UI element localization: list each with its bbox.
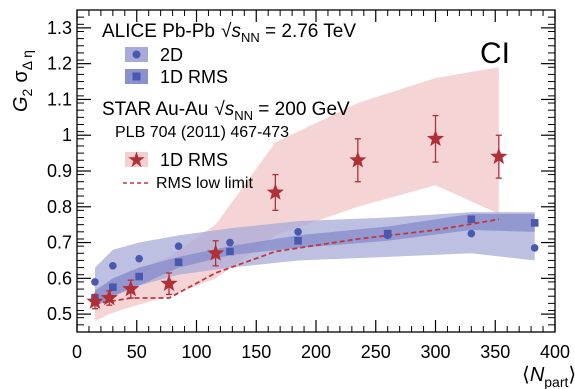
y-tick-label: 0.8 [47,197,72,217]
point-star-1d-rms [490,147,508,164]
point-1d-rms [174,258,183,267]
y-axis-sigma-sub: Δ η [19,50,35,70]
point-2d [109,262,117,270]
point-star-1d-rms [426,129,445,147]
y-tick-label: 1.2 [47,54,72,74]
data-markers [86,114,539,310]
y-tick-label: 1.3 [47,18,72,38]
legend-star-label: 1D RMS [160,150,228,170]
legend-star-header: STAR Au-Au √sNN = 200 GeV [102,99,350,123]
point-star-1d-rms [86,292,104,309]
legend-alice-sqrt-s: s [231,21,241,42]
x-axis-symbol: N [530,364,545,386]
y-axis-title: G2 σΔ η [10,50,35,112]
legend-alice-header: ALICE Pb-Pb √sNN = 2.76 TeV [102,21,356,45]
panel-label: CI [480,37,510,70]
point-2d [226,238,234,247]
legend: ALICE Pb-Pb √sNN = 2.76 TeV 2D 1D RMS STA… [102,21,356,192]
x-axis: 0 50 100 150 200 250 300 350 400 [72,10,570,362]
point-star-1d-rms [122,280,140,297]
legend-star-marker [128,151,145,168]
y-tick-label: 0.6 [47,268,72,288]
x-tick-label: 50 [127,342,147,362]
uncertainty-bands [94,67,535,322]
y-axis-sigma: σ [10,70,32,83]
point-star-1d-rms [207,244,225,261]
legend-2d-marker [132,50,141,59]
band-series-2 [94,213,535,307]
x-tick-label: 150 [241,342,271,362]
x-tick-label: 300 [420,342,450,362]
point-star-1d-rms [349,151,367,168]
point-1d-rms [226,247,234,256]
x-tick-label: 0 [72,342,82,362]
x-axis-title: ⟨Npart⟩ [522,364,575,389]
x-tick-label: 400 [540,342,570,362]
y-tick-label: 1.1 [47,89,72,109]
y-tick-label: 1 [62,125,72,145]
legend-reference: PLB 704 (2011) 467-473 [115,124,289,141]
x-axis-subscript: part [544,374,568,389]
point-2d [530,244,539,252]
point-1d-rms [109,283,117,292]
x-tick-label: 350 [480,342,510,362]
x-tick-label: 250 [361,342,391,362]
point-1d-rms [294,236,302,245]
point-1d-rms [467,215,476,224]
point-2d [294,228,302,236]
legend-1d-rms-marker [132,72,141,81]
y-tick-label: 0.9 [47,161,72,181]
y-tick-label: 0.7 [47,233,72,253]
point-1d-rms [135,272,143,281]
y-axis-g-sub: 2 [19,88,35,96]
point-star-1d-rms [100,289,118,306]
y-tick-label: 0.5 [47,304,72,324]
point-2d [467,229,476,238]
legend-rms-low-limit-label: RMS low limit [156,175,253,192]
legend-2d-label: 2D [160,45,183,65]
point-2d [91,278,99,286]
x-tick-label: 200 [301,342,331,362]
point-2d [135,254,143,263]
point-star-1d-rms [266,183,284,200]
point-2d [174,242,183,250]
point-star-1d-rms [160,274,178,291]
legend-star-sqrt-s: s [225,99,235,120]
legend-1d-rms-label: 1D RMS [160,67,228,87]
y-axis-g: G [10,96,32,112]
x-tick-label: 100 [181,342,211,362]
y-axis: 0.5 0.6 0.7 0.8 0.9 1 1.1 1.2 1.3 [47,9,555,333]
point-1d-rms [530,219,539,227]
point-1d-rms [383,229,392,238]
